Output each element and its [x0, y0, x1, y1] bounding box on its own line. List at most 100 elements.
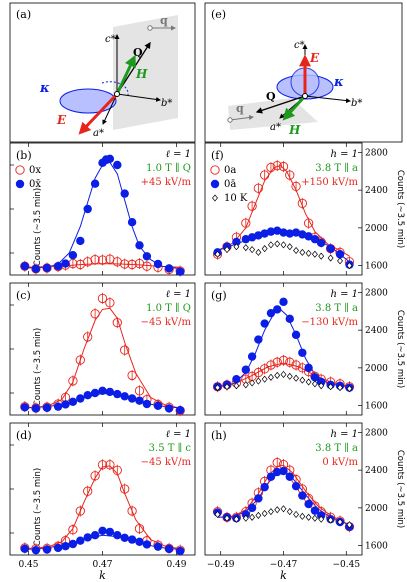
- y-tick-label: 2000: [365, 504, 388, 514]
- data-point: [53, 543, 63, 553]
- legend-marker: [210, 165, 220, 175]
- x-tick-label: −0.47: [270, 560, 298, 570]
- data-point: [285, 472, 294, 481]
- data-point: [254, 335, 263, 344]
- data-point: [327, 516, 334, 524]
- data-point: [76, 236, 85, 246]
- y-tick-label: 2800: [365, 288, 388, 298]
- y-tick-label: 2400: [365, 186, 388, 196]
- data-point: [286, 508, 293, 516]
- fit-line: [24, 534, 181, 550]
- data-point: [266, 472, 276, 481]
- annotation-voltage: +150 kV/m: [301, 177, 358, 188]
- data-point: [20, 544, 29, 554]
- data-point: [247, 352, 257, 361]
- chart-d: 0.45 0.47 0.49 Counts (~3.5 min) k (d) ℓ = 1 3.…: [9, 422, 196, 582]
- data-point: [233, 515, 240, 523]
- data-point: [298, 491, 307, 500]
- data-point: [113, 389, 122, 399]
- data-point: [304, 232, 313, 241]
- data-point: [260, 319, 269, 328]
- annotation-index: ℓ = 1: [166, 289, 191, 300]
- data-point: [120, 533, 129, 543]
- data-point: [279, 228, 288, 237]
- small-q-label: q: [236, 102, 244, 115]
- data-point: [260, 482, 269, 492]
- legend-label: 10 K: [224, 193, 248, 204]
- data-point: [241, 510, 251, 519]
- data-point: [31, 404, 41, 413]
- b-axis-label: b*: [351, 98, 362, 109]
- data-point: [224, 383, 230, 391]
- y-axis-label: Counts (~3.5 min): [395, 310, 405, 388]
- panel-label: (h): [211, 429, 227, 442]
- h-field-arrow: [115, 54, 136, 95]
- data-point: [20, 262, 29, 271]
- data-point: [254, 494, 263, 503]
- data-point: [279, 297, 288, 307]
- scattering-plane: [113, 15, 178, 130]
- data-point: [293, 510, 300, 519]
- x-tick-label: 0.49: [166, 560, 186, 570]
- data-point: [298, 348, 307, 357]
- data-point: [299, 376, 306, 384]
- panel-a-label: (a): [16, 8, 31, 21]
- data-point: [291, 330, 301, 340]
- x-tick-label: −0.45: [333, 560, 361, 570]
- x-tick-label: −0.49: [207, 560, 235, 570]
- data-point: [90, 179, 100, 188]
- annotation-voltage: −45 kV/m: [141, 317, 192, 328]
- y-axis-label: Counts (~3.5 min): [395, 170, 405, 248]
- data-point: [142, 399, 152, 409]
- data-point: [113, 531, 122, 540]
- legend-marker: [15, 165, 25, 175]
- data-point: [105, 154, 115, 164]
- q-vector-label: Q: [133, 46, 143, 59]
- y-tick-label: 2400: [365, 466, 388, 476]
- data-point: [242, 244, 249, 252]
- data-point: [214, 510, 221, 519]
- small-q-arrow: [229, 115, 254, 121]
- c-axis-label: c*: [294, 40, 305, 51]
- data-point: [120, 189, 129, 198]
- data-point: [261, 375, 268, 383]
- chart-panels: Counts (~3.5 min) (b) ℓ = 1 1.0 T ∥ Q +45 kV…: [9, 142, 405, 582]
- data-point: [214, 250, 221, 258]
- data-point: [274, 240, 281, 248]
- data-point: [142, 252, 152, 261]
- x-tick-label: 0.45: [18, 560, 38, 570]
- data-point: [274, 506, 281, 514]
- data-point: [135, 537, 144, 546]
- data-point: [255, 377, 262, 385]
- data-point: [326, 244, 335, 253]
- data-point: [266, 227, 276, 236]
- data-point: [285, 314, 294, 324]
- data-point: [164, 404, 174, 413]
- data-point: [53, 262, 63, 271]
- annotation-field: 1.0 T ∥ Q: [146, 302, 191, 314]
- data-point: [164, 264, 174, 273]
- data-point: [176, 546, 185, 556]
- data-point: [42, 545, 52, 554]
- data-point: [214, 384, 221, 392]
- data-point: [142, 540, 152, 549]
- q-vector-label: Q: [266, 90, 276, 103]
- e-label: E: [309, 51, 320, 65]
- data-point: [233, 382, 240, 390]
- legend-marker: [210, 179, 220, 189]
- e-field-arrow: [78, 92, 119, 135]
- data-point: [83, 204, 92, 214]
- legend-label: 0a: [224, 165, 236, 176]
- data-point: [267, 241, 274, 249]
- chart-f: 1600 2000 2400 2800 Counts (~3.5 min) (f) h = …: [204, 142, 405, 276]
- y-tick-label: 2000: [365, 224, 388, 234]
- a-axis-label: a*: [270, 122, 281, 133]
- data-point: [68, 397, 78, 406]
- data-point: [61, 542, 70, 551]
- data-point: [176, 267, 185, 276]
- ellipse: [59, 88, 117, 114]
- data-point: [68, 539, 78, 549]
- h-field-arrow: [282, 94, 307, 121]
- data-point: [304, 499, 313, 509]
- data-point: [273, 467, 282, 477]
